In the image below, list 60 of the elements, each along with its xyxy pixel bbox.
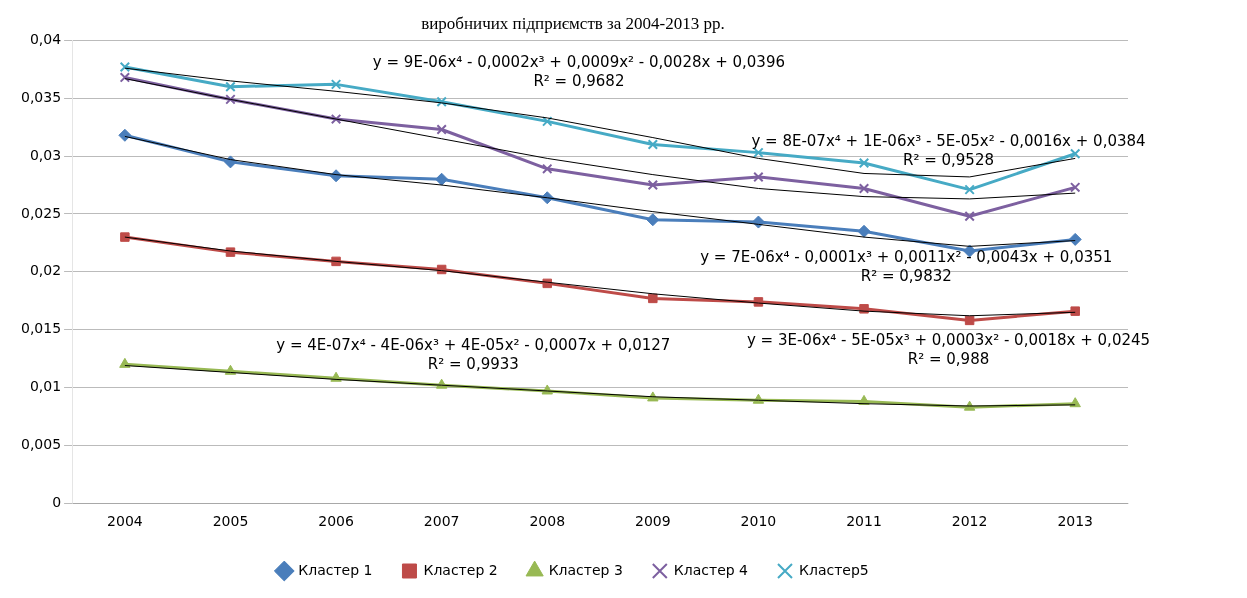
- annotation: y = 4E-07x⁴ - 4E-06x³ + 4E-05x² - 0,0007x + 0,0127 R² = 0,9933: [276, 335, 671, 373]
- x-tick-label: 2011: [846, 513, 882, 530]
- y-tick-label: 0,02: [29, 262, 62, 279]
- point: [542, 116, 553, 127]
- x-tick-label: 2005: [212, 513, 249, 530]
- point: [225, 94, 236, 105]
- legend-label: Кластер 1: [298, 561, 373, 578]
- chart-title: виробничих підприємств за 2004-2013 рр.: [421, 13, 725, 33]
- point: [963, 244, 977, 258]
- point: [1069, 182, 1081, 193]
- x-tick-label: 2008: [529, 513, 566, 530]
- y-tick-label: 0,01: [29, 378, 62, 395]
- y-tick-label: 0,015: [20, 320, 62, 337]
- point: [647, 139, 659, 150]
- point: [542, 163, 553, 175]
- point: [119, 357, 131, 368]
- legend-label: Кластер 2: [423, 561, 498, 578]
- point: [964, 315, 975, 326]
- y-tick-label: 0,04: [29, 31, 62, 48]
- legend-label: Кластер 3: [548, 561, 623, 578]
- point: [119, 72, 131, 83]
- x-tick-label: 2010: [740, 513, 777, 530]
- point: [858, 183, 870, 194]
- point: [964, 184, 975, 195]
- point: [119, 61, 131, 73]
- annotation: y = 7E-06x⁴ - 0,0001x³ + 0,0011x² - 0,0043x + 0,0351 R² = 0,9832: [700, 247, 1113, 285]
- point: [964, 211, 975, 222]
- annotation: y = 8E-07x⁴ + 1E-06x³ - 5E-05x² - 0,0016x + 0,0384 R² = 0,9528: [751, 132, 1146, 170]
- x-tick-label: 2012: [951, 513, 988, 530]
- point: [646, 213, 660, 227]
- point: [1069, 148, 1081, 160]
- legend-label: Кластер 4: [673, 561, 749, 578]
- point: [648, 293, 658, 304]
- point: [330, 113, 342, 125]
- x-tick-label: 2009: [635, 513, 671, 530]
- x-tick-label: 2006: [318, 513, 354, 530]
- point: [330, 79, 342, 90]
- point: [858, 157, 870, 169]
- y-tick-label: 0,03: [29, 146, 62, 163]
- y-tick-label: 0,035: [20, 88, 62, 105]
- point: [1070, 306, 1080, 316]
- x-tick-label: 2013: [1057, 513, 1094, 530]
- annotation: y = 9E-06x⁴ - 0,0002x³ + 0,0009x² - 0,0028x + 0,0396 R² = 0,9682: [372, 53, 785, 91]
- x-tick-label: 2007: [423, 513, 460, 530]
- y-tick-label: 0,005: [20, 435, 62, 452]
- point: [225, 81, 236, 92]
- point: [647, 179, 659, 191]
- point: [436, 96, 447, 107]
- y-tick-label: 0: [52, 493, 62, 510]
- point: [118, 128, 132, 142]
- point: [436, 124, 447, 135]
- point: [1068, 232, 1082, 246]
- point: [857, 224, 871, 238]
- point: [120, 232, 130, 242]
- legend-label: Кластер5: [798, 561, 869, 578]
- x-tick-label: 2004: [107, 513, 143, 530]
- point: [753, 171, 764, 183]
- point: [435, 172, 449, 186]
- annotation: y = 3E-06x⁴ - 5E-05x³ + 0,0003x² - 0,0018x + 0,0245 R² = 0,988: [746, 331, 1151, 369]
- y-tick-label: 0,025: [20, 204, 62, 221]
